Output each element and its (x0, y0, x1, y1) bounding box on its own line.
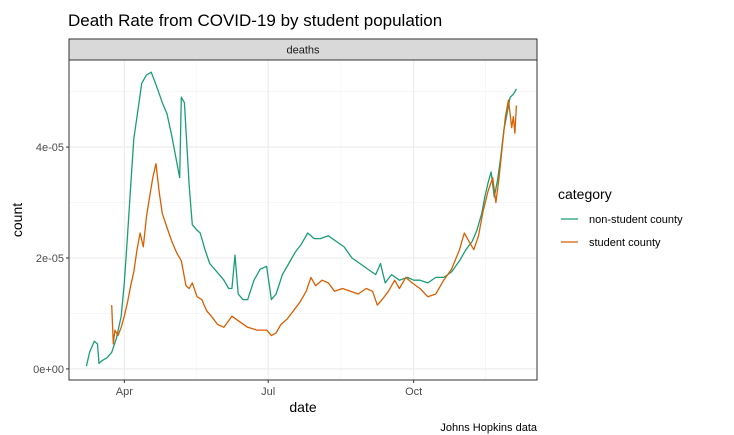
y-axis: 0e+00 2e-05 4e-05 (33, 142, 69, 376)
legend-label-0: non-student county (589, 214, 683, 226)
series-line-0 (85, 71, 517, 367)
panel-border (68, 59, 538, 381)
legend-label-1: student county (589, 237, 661, 249)
plot-panel (68, 59, 538, 381)
x-axis: Apr Jul Oct (116, 380, 422, 398)
facet-strip-label: deaths (286, 45, 320, 57)
y-tick-label: 4e-05 (36, 142, 64, 154)
y-tick-label: 2e-05 (36, 253, 64, 265)
x-tick-label: Jul (261, 386, 275, 398)
legend: category non-student county student count… (558, 186, 683, 249)
series-lines (85, 71, 518, 367)
gridlines (69, 60, 537, 380)
y-axis-title: count (9, 203, 25, 237)
legend-title: category (558, 186, 612, 202)
chart-caption: Johns Hopkins data (440, 422, 537, 434)
y-tick-label: 0e+00 (33, 364, 64, 376)
panel-background (69, 60, 537, 380)
chart-title: Death Rate from COVID-19 by student popu… (68, 11, 442, 30)
x-tick-label: Apr (116, 386, 133, 398)
x-tick-label: Oct (405, 386, 422, 398)
x-axis-title: date (289, 399, 316, 415)
series-line-1 (111, 99, 518, 345)
facet-strip: deaths (68, 38, 538, 61)
